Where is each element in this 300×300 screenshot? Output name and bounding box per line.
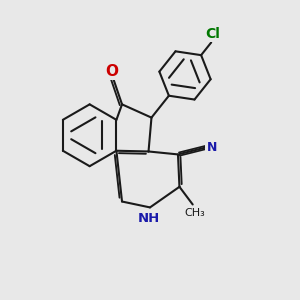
Text: O: O [105,64,118,79]
Text: NH: NH [137,212,160,225]
Text: CH₃: CH₃ [185,208,206,218]
Text: N: N [206,141,217,154]
Text: Cl: Cl [205,27,220,41]
